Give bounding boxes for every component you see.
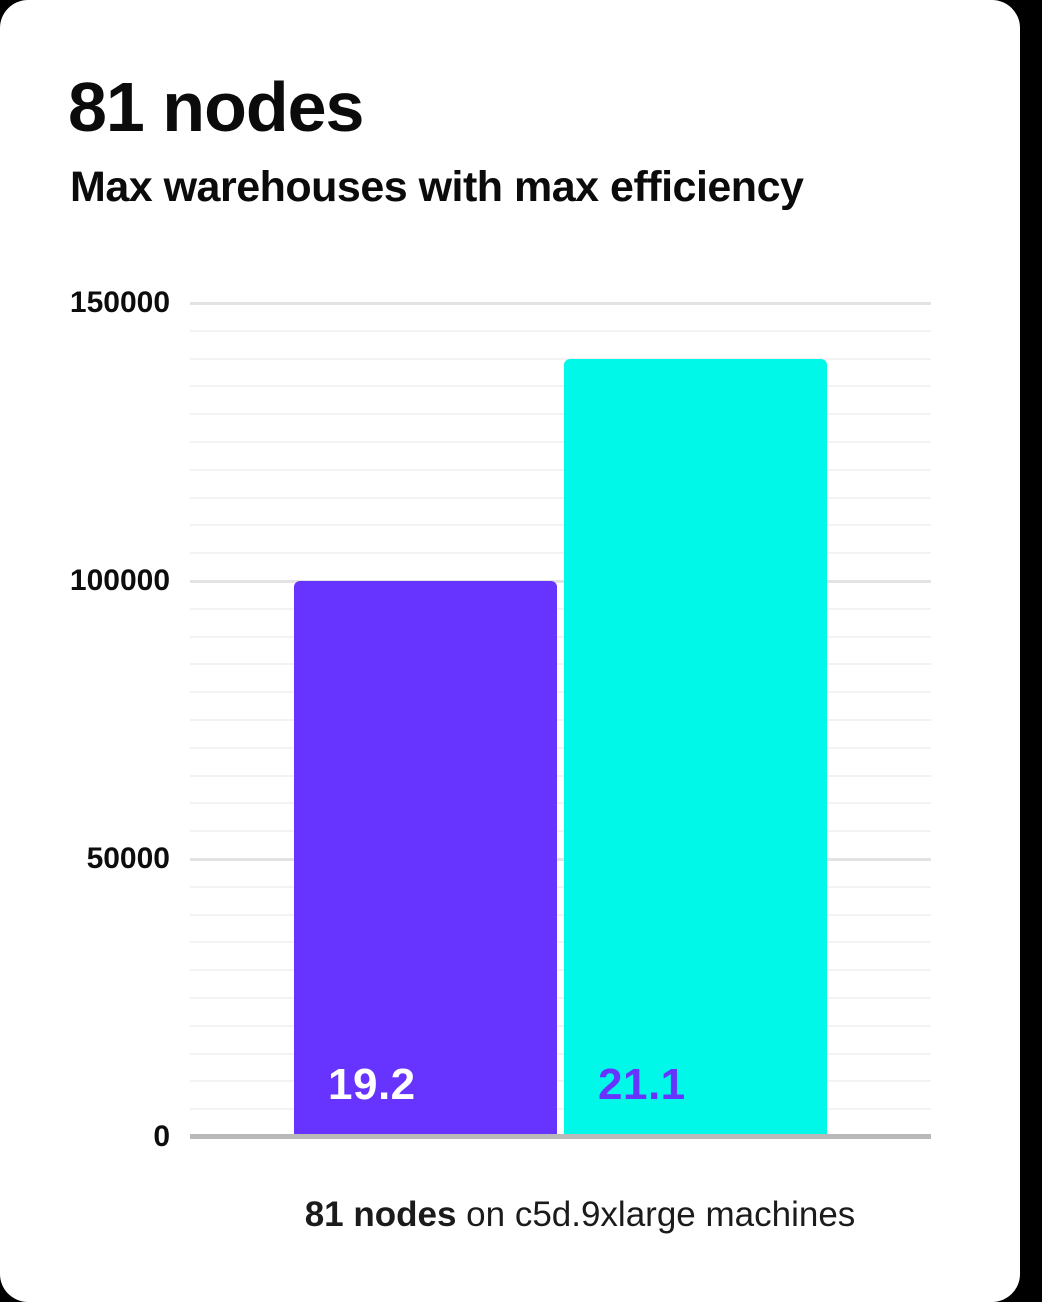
- gridline-major: [190, 301, 931, 305]
- gridline-minor: [190, 719, 931, 721]
- gridline-minor: [190, 1080, 931, 1083]
- bar-19-2: 19.2: [294, 581, 557, 1137]
- x-axis-line: [190, 1134, 931, 1139]
- gridline-minor: [190, 329, 931, 332]
- gridline-minor: [190, 1108, 931, 1111]
- gridline-minor: [190, 663, 931, 666]
- y-axis-tick-label: 100000: [69, 564, 170, 597]
- gridline-minor: [190, 830, 931, 833]
- gridline-minor: [190, 885, 931, 888]
- y-axis-tick-label: 50000: [86, 842, 170, 875]
- y-axis-tick-label: 0: [153, 1120, 170, 1153]
- bar-value-label: 21.1: [598, 1060, 686, 1109]
- gridline-minor: [190, 468, 931, 471]
- gridline-minor: [190, 413, 931, 416]
- gridline-minor: [190, 607, 931, 610]
- bar-value-label: 19.2: [328, 1060, 416, 1109]
- gridline-minor: [190, 635, 931, 638]
- gridline-minor: [190, 802, 931, 805]
- gridline-minor: [190, 941, 931, 944]
- gridline-minor: [190, 746, 931, 749]
- gridline-minor: [190, 969, 931, 972]
- gridline-minor: [190, 997, 931, 999]
- gridline-major: [190, 579, 931, 583]
- gridline-minor: [190, 1024, 931, 1027]
- gridline-minor: [190, 524, 931, 527]
- gridline-minor: [190, 357, 931, 360]
- gridline-minor: [190, 552, 931, 555]
- gridline-major: [190, 857, 931, 861]
- bar-21-1: 21.1: [564, 358, 827, 1137]
- caption-regular-text: on c5d.9xlarge machines: [456, 1195, 856, 1234]
- caption-bold-text: 81 nodes: [304, 1195, 457, 1234]
- gridline-minor: [190, 441, 931, 443]
- gridline-minor: [190, 1052, 931, 1055]
- y-axis-tick-label: 150000: [69, 286, 170, 319]
- gridline-minor: [190, 774, 931, 777]
- gridline-minor: [190, 496, 931, 499]
- plot-area: 19.2 21.1: [190, 301, 931, 1137]
- gridline-minor: [190, 913, 931, 916]
- gridline-minor: [190, 385, 931, 388]
- gridline-minor: [190, 691, 931, 694]
- chart-subtitle: Max warehouses with max efficiency: [70, 163, 804, 211]
- chart-title: 81 nodes: [68, 68, 364, 146]
- caption: 81 nodes on c5d.9xlarge machines: [190, 1194, 970, 1236]
- chart-card: 81 nodes Max warehouses with max efficie…: [0, 0, 1020, 1302]
